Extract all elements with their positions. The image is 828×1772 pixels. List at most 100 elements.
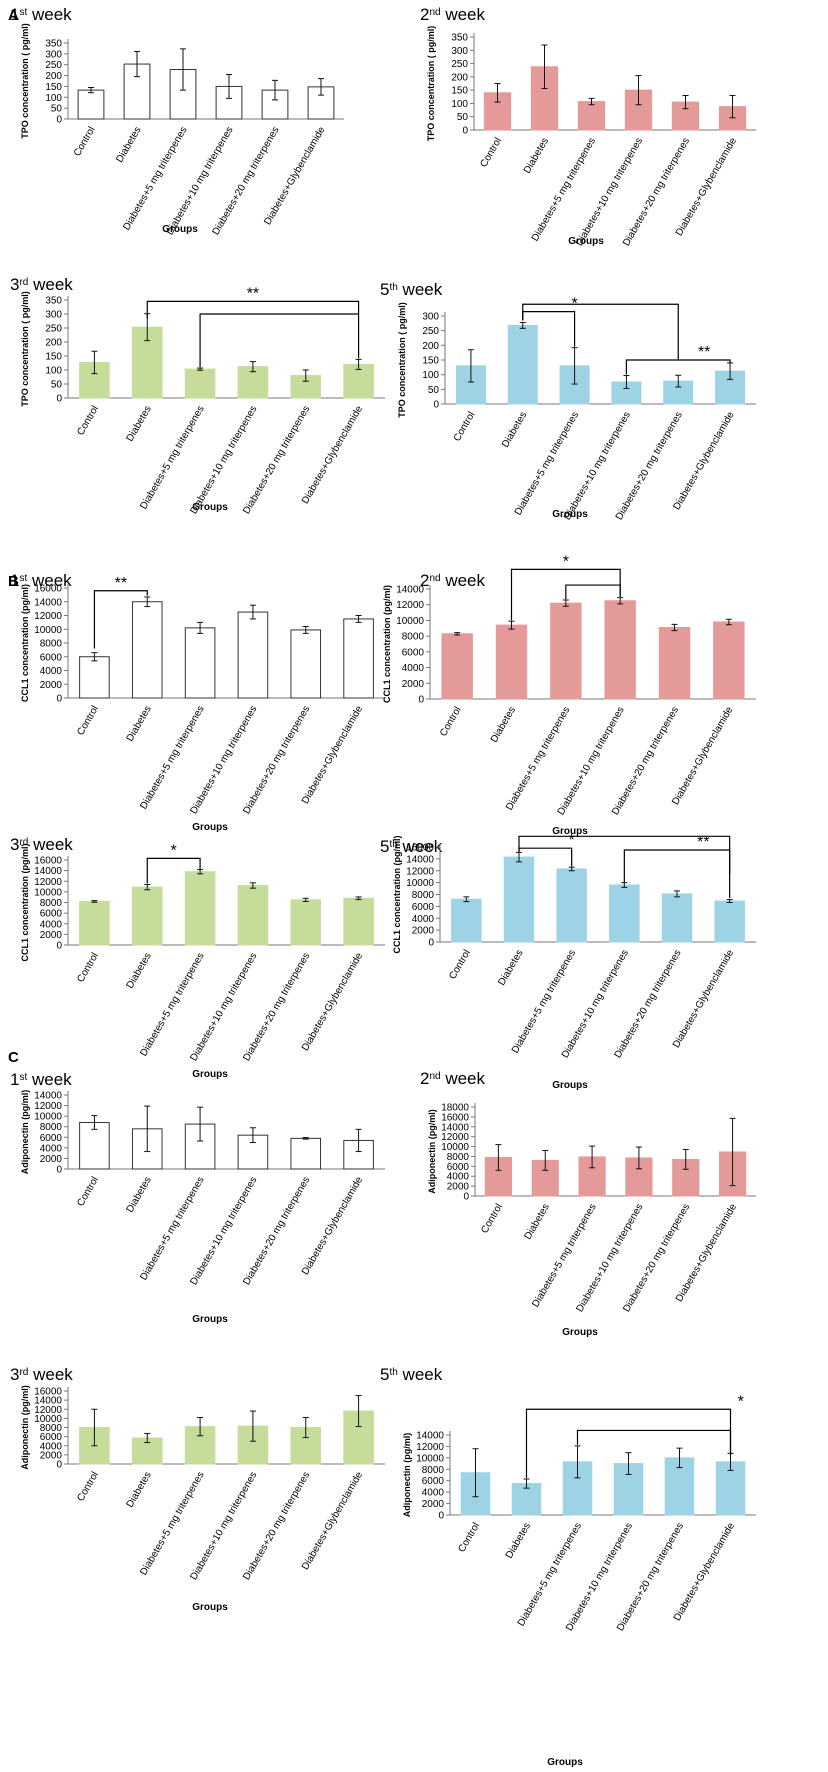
week-number: 5 <box>380 280 389 299</box>
week-word: week <box>27 5 72 24</box>
chart-A-week-3: 3rd week 0 50 100 150 200 250 300 350 Control Diab… <box>10 275 385 516</box>
bar <box>577 101 606 131</box>
y-tick-label: 4000 <box>40 666 63 677</box>
x-tick-label: Diabetes <box>504 1521 533 1561</box>
significance-bracket <box>199 313 360 368</box>
bar <box>79 656 110 699</box>
chart-A-week-2: 2nd week 0 50 100 150 200 250 300 350 Control Diab… <box>420 5 756 248</box>
chart-B-week-3: 3rd week 02000400060008000100001200014000… <box>10 835 385 1080</box>
week-word: week <box>398 837 443 856</box>
y-tick-label: 100 <box>451 99 468 110</box>
x-tick-label: Control <box>75 704 101 737</box>
y-tick-label: 14000 <box>406 854 434 865</box>
x-axis-label: Groups <box>192 822 228 833</box>
significance-label: * <box>569 832 575 849</box>
week-ordinal: rd <box>19 837 28 848</box>
chart-B-week-2: 2nd week 0 2000 4000 6000 8000 10000 12000 14000… <box>382 553 756 837</box>
x-tick-label: Diabetes+Glybenclamide <box>670 705 735 807</box>
y-tick-label: 350 <box>45 39 62 50</box>
chart-title: 2nd week <box>420 5 486 24</box>
x-tick-label: Control <box>438 705 464 738</box>
week-word: week <box>28 835 73 854</box>
week-ordinal: nd <box>429 7 440 18</box>
x-tick-label: Diabetes+Glybenclamide <box>671 948 736 1050</box>
x-tick-label: Control <box>456 1521 482 1554</box>
week-number: 1 <box>10 571 19 590</box>
x-axis-label: Groups <box>162 224 198 235</box>
y-tick-label: 2000 <box>40 1154 63 1165</box>
x-tick-label: Control <box>75 951 101 984</box>
y-tick-label: 0 <box>433 400 439 411</box>
significance-bracket <box>565 584 621 600</box>
week-ordinal: th <box>389 282 397 293</box>
x-tick-label: Control <box>478 136 504 169</box>
y-tick-label: 6000 <box>402 647 425 658</box>
y-tick-label: 6000 <box>40 652 63 663</box>
y-tick-label: 250 <box>45 324 62 335</box>
x-axis-label: Groups <box>568 236 604 247</box>
x-tick-label: Diabetes <box>125 951 154 991</box>
y-tick-label: 18000 <box>441 1103 469 1114</box>
y-tick-label: 14000 <box>34 1396 62 1407</box>
bar <box>604 600 636 700</box>
x-axis-label: Groups <box>192 1069 228 1080</box>
chart-title: 3rd week <box>10 835 73 854</box>
significance-bracket <box>146 857 201 884</box>
x-tick-label: Diabetes <box>125 1175 154 1215</box>
y-tick-label: 12000 <box>34 1405 62 1416</box>
x-tick-label: Diabetes <box>523 1202 552 1242</box>
bar <box>507 324 538 405</box>
chart-B-week-1: 1st week 0 2000 4000 6000 8000 10000 12000 14000… <box>10 571 385 833</box>
week-ordinal: rd <box>19 277 28 288</box>
week-ordinal: th <box>389 1367 397 1378</box>
chart-C-week-1: 1st week 02000400060008000100001200014000… <box>10 1070 385 1325</box>
bar <box>169 68 197 120</box>
y-tick-label: 16000 <box>34 856 62 867</box>
chart-title: 2nd week <box>420 571 486 590</box>
x-tick-label: Diabetes <box>125 404 154 444</box>
y-tick-label: 150 <box>45 352 62 363</box>
y-tick-label: 250 <box>451 59 468 70</box>
y-tick-label: 10000 <box>34 625 62 636</box>
bar <box>237 611 269 699</box>
y-tick-label: 16000 <box>34 584 62 595</box>
chart-A-week-5: 5th week 0 50 100 150 200 250 300 Control Diabete… <box>380 280 756 522</box>
week-word: week <box>28 275 73 294</box>
bar <box>658 627 691 700</box>
x-tick-label: Diabetes <box>125 1470 154 1510</box>
significance-label: * <box>171 842 177 859</box>
significance-label: * <box>563 553 569 570</box>
bar <box>556 868 587 943</box>
y-tick-label: 4000 <box>412 914 435 925</box>
y-tick-label: 50 <box>457 112 469 123</box>
y-tick-label: 14000 <box>34 1091 62 1102</box>
x-tick-label: Control <box>75 1470 101 1503</box>
y-tick-label: 350 <box>451 33 468 44</box>
bar <box>290 629 322 699</box>
y-tick-label: 2000 <box>40 930 63 941</box>
bar <box>343 897 374 946</box>
x-tick-label: Control <box>447 948 473 981</box>
significance-label: ** <box>247 285 259 302</box>
x-tick-label: Diabetes+Glybenclamide <box>300 404 365 506</box>
y-tick-label: 14000 <box>441 1122 469 1133</box>
x-tick-label: Diabetes+Glybenclamide <box>672 1521 737 1623</box>
y-tick-label: 4000 <box>40 1441 63 1452</box>
x-axis-label: Groups <box>552 509 588 520</box>
y-tick-label: 4000 <box>402 663 425 674</box>
y-tick-label: 6000 <box>412 902 435 913</box>
bar <box>609 884 640 943</box>
y-tick-label: 8000 <box>40 1122 63 1133</box>
panel-label: C <box>8 1049 19 1066</box>
significance-bracket <box>146 300 360 319</box>
y-tick-label: 6000 <box>422 1476 445 1487</box>
bar <box>343 618 374 699</box>
y-tick-label: 0 <box>56 115 62 126</box>
week-number: 2 <box>420 1069 429 1088</box>
bar <box>503 856 535 943</box>
y-tick-label: 6000 <box>447 1162 470 1173</box>
bar <box>661 893 693 943</box>
bar <box>290 1137 322 1170</box>
